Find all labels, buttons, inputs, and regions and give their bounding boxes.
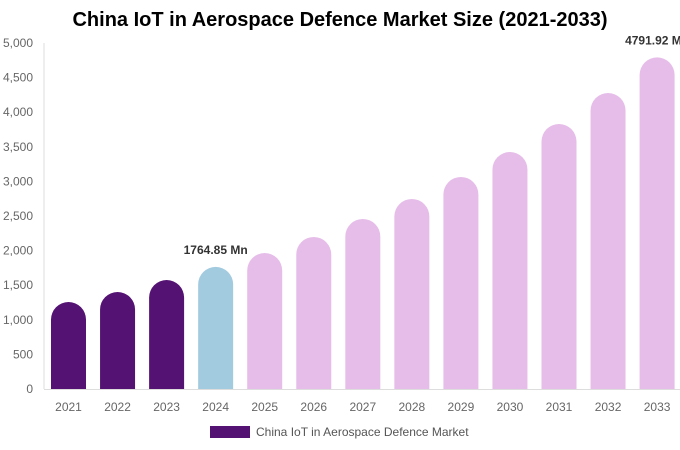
x-tick-label: 2033	[644, 400, 671, 414]
x-tick-label: 2023	[153, 400, 180, 414]
bar-2023	[149, 280, 185, 389]
legend: China IoT in Aerospace Defence Market	[210, 425, 469, 439]
x-tick-label: 2028	[398, 400, 425, 414]
bar-2028	[394, 198, 430, 389]
bar-2022	[100, 291, 136, 389]
bar-2033	[639, 57, 675, 389]
y-tick-label: 3,000	[3, 174, 33, 188]
bar-2027	[345, 218, 381, 389]
bar-2021	[51, 302, 86, 389]
y-tick-label: 2,500	[3, 209, 33, 223]
legend-swatch	[210, 426, 250, 438]
x-tick-label: 2029	[448, 400, 475, 414]
x-tick-label: 2024	[202, 400, 229, 414]
data-label: 1764.85 Mn	[184, 243, 248, 257]
y-tick-label: 4,500	[3, 71, 33, 85]
x-tick-label: 2021	[55, 400, 82, 414]
x-tick-label: 2032	[595, 400, 622, 414]
bar-2030	[492, 151, 528, 389]
y-tick-label: 5,000	[3, 36, 33, 50]
bar-2024	[198, 266, 234, 389]
x-tick-label: 2031	[546, 400, 573, 414]
bar-2026	[296, 236, 332, 389]
bar-2031	[541, 124, 577, 389]
x-tick-label: 2026	[300, 400, 327, 414]
y-tick-label: 4,000	[3, 105, 33, 119]
chart-title: China IoT in Aerospace Defence Market Si…	[72, 9, 608, 31]
y-tick-label: 1,500	[3, 278, 33, 292]
y-tick-label: 2,000	[3, 244, 33, 258]
x-tick-label: 2025	[251, 400, 278, 414]
x-tick-label: 2030	[497, 400, 524, 414]
y-tick-label: 1,000	[3, 313, 33, 327]
y-tick-label: 0	[26, 382, 33, 396]
legend-label: China IoT in Aerospace Defence Market	[256, 425, 469, 439]
data-label: 4791.92 Mn	[625, 33, 680, 47]
y-tick-label: 3,500	[3, 140, 33, 154]
x-tick-label: 2027	[349, 400, 376, 414]
bar-2032	[590, 93, 626, 389]
x-tick-label: 2022	[104, 400, 131, 414]
bar-2025	[247, 253, 283, 389]
y-tick-label: 500	[13, 347, 33, 361]
bar-2029	[443, 176, 479, 389]
